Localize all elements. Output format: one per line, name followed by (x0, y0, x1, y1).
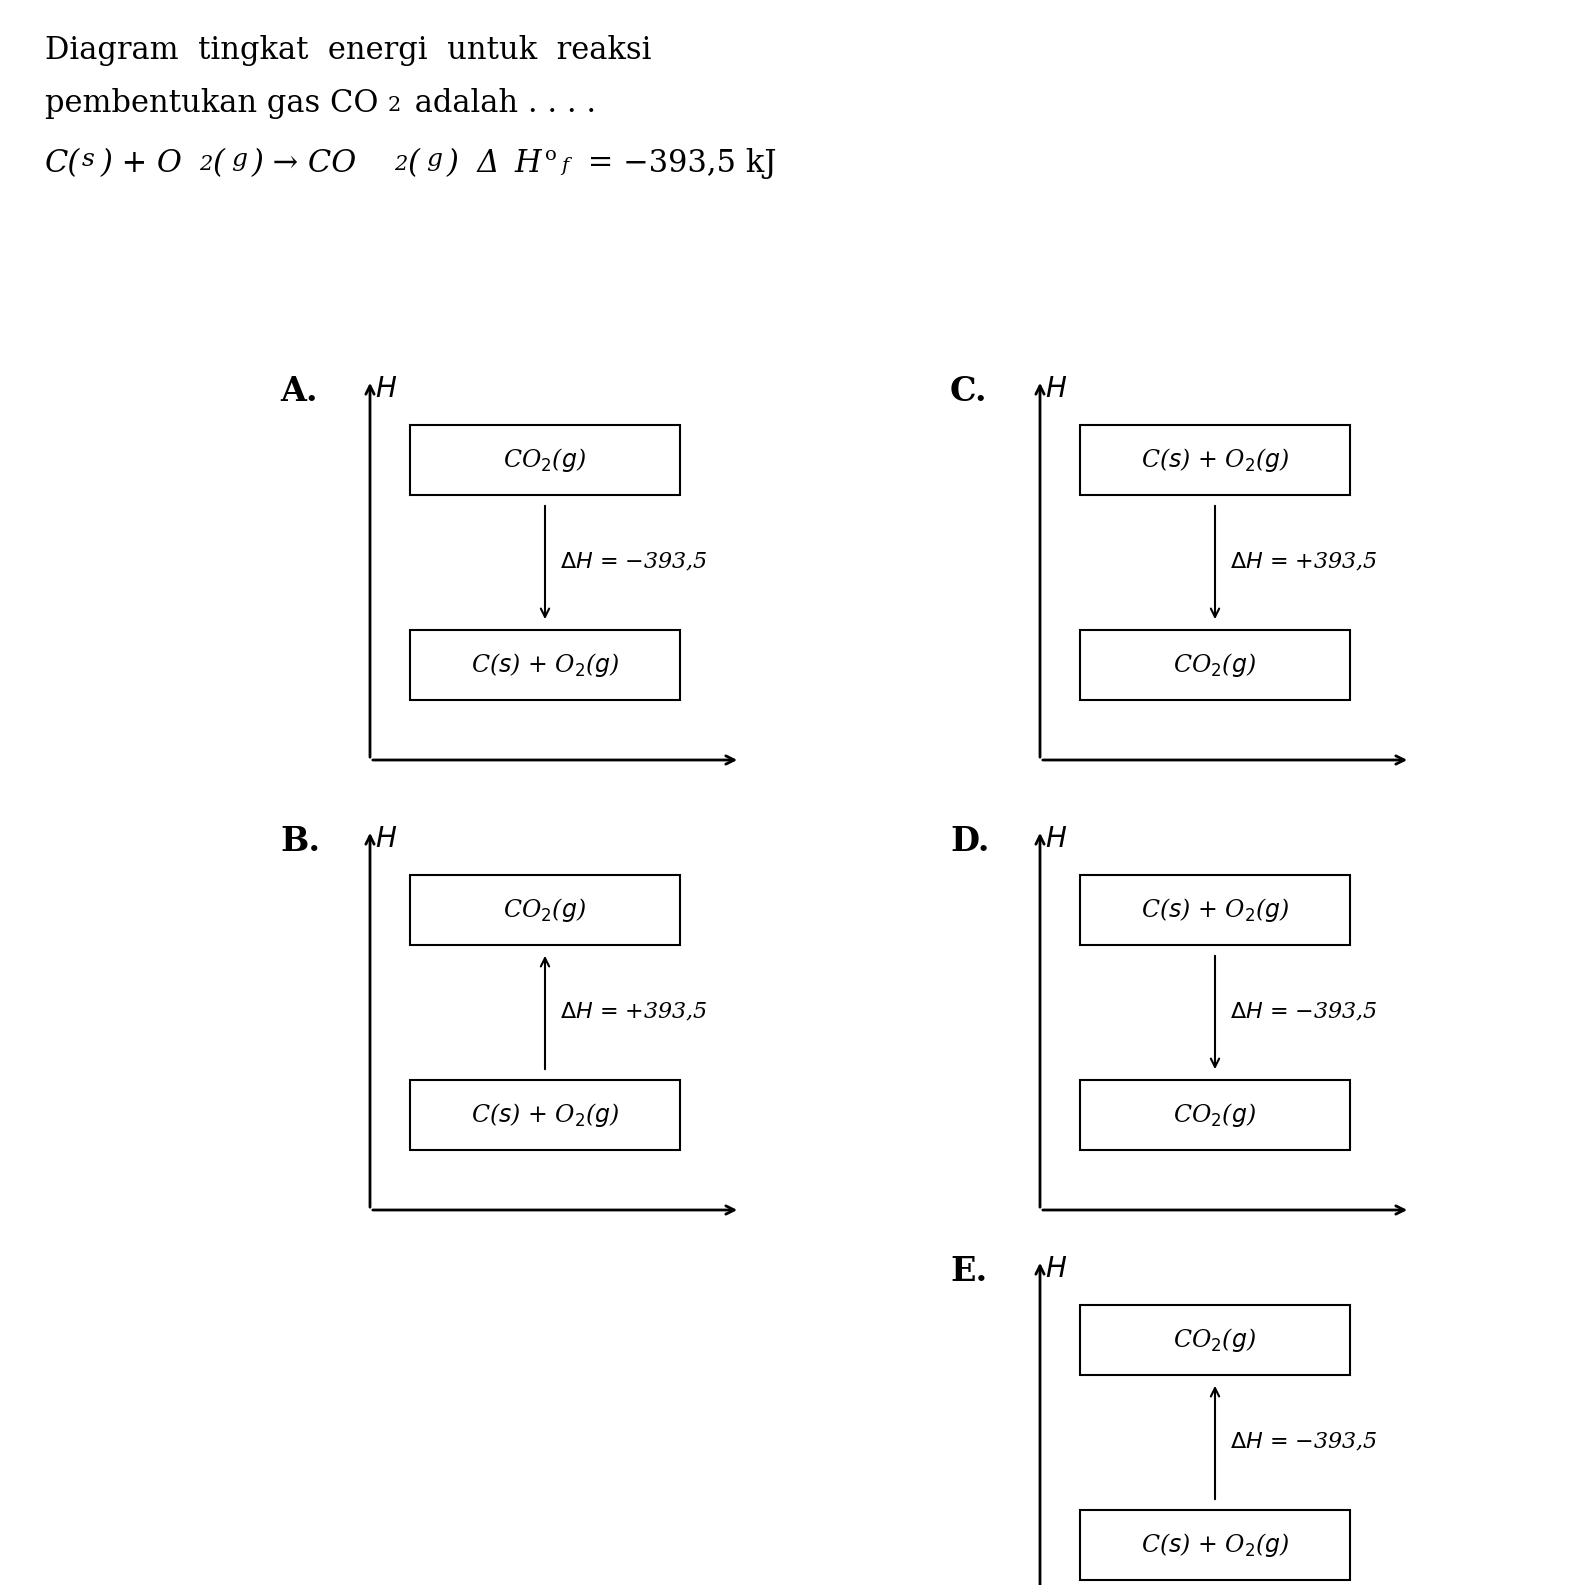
Text: $H$: $H$ (375, 826, 397, 853)
Bar (410, 875, 680, 945)
Text: H: H (513, 147, 540, 179)
Text: CO$_2$($g$): CO$_2$($g$) (1173, 651, 1257, 678)
Text: (: ( (213, 147, 225, 179)
Text: adalah . . . .: adalah . . . . (405, 89, 595, 119)
Bar (1080, 1079, 1350, 1151)
Text: C($s$) + O$_2$($g$): C($s$) + O$_2$($g$) (471, 1102, 619, 1129)
Text: CO$_2$($g$): CO$_2$($g$) (1173, 1327, 1257, 1354)
Text: C.: C. (950, 376, 988, 407)
Text: ) → CO: ) → CO (252, 147, 358, 179)
Text: $\Delta H$ = −393,5: $\Delta H$ = −393,5 (561, 552, 707, 574)
Text: C($s$) + O$_2$($g$): C($s$) + O$_2$($g$) (1140, 1531, 1290, 1560)
Text: (: ( (408, 147, 421, 179)
Text: B.: B. (280, 826, 320, 857)
Text: pembentukan gas CO: pembentukan gas CO (46, 89, 378, 119)
Bar (410, 425, 680, 495)
Text: Diagram  tingkat  energi  untuk  reaksi: Diagram tingkat energi untuk reaksi (46, 35, 652, 67)
Text: ) + O: ) + O (101, 147, 183, 179)
Text: C(: C( (46, 147, 80, 179)
Text: g: g (425, 147, 443, 171)
Text: $H$: $H$ (375, 376, 397, 403)
Text: $\Delta H$ = −393,5: $\Delta H$ = −393,5 (1230, 1002, 1378, 1024)
Text: f: f (561, 157, 569, 174)
Text: C($s$) + O$_2$($g$): C($s$) + O$_2$($g$) (471, 651, 619, 678)
Text: $\Delta H$ = −393,5: $\Delta H$ = −393,5 (1230, 1431, 1378, 1453)
Text: $H$: $H$ (1044, 826, 1068, 853)
Text: )  Δ: ) Δ (447, 147, 501, 179)
Text: A.: A. (280, 376, 318, 407)
Bar (1080, 875, 1350, 945)
Bar (1080, 629, 1350, 701)
Text: C($s$) + O$_2$($g$): C($s$) + O$_2$($g$) (1140, 445, 1290, 474)
Bar (410, 629, 680, 701)
Bar (1080, 1304, 1350, 1376)
Text: $H$: $H$ (1044, 376, 1068, 403)
Text: $H$: $H$ (1044, 1255, 1068, 1282)
Text: D.: D. (950, 826, 989, 857)
Bar (1080, 425, 1350, 495)
Text: E.: E. (950, 1255, 988, 1289)
Text: 2: 2 (387, 97, 402, 116)
Text: $\Delta H$ = +393,5: $\Delta H$ = +393,5 (561, 1002, 707, 1024)
Text: = −393,5 kJ: = −393,5 kJ (578, 147, 776, 179)
Text: C($s$) + O$_2$($g$): C($s$) + O$_2$($g$) (1140, 896, 1290, 924)
Text: 2: 2 (394, 155, 408, 174)
Text: g: g (232, 147, 247, 171)
Bar (410, 1079, 680, 1151)
Bar (1080, 1511, 1350, 1580)
Text: CO$_2$($g$): CO$_2$($g$) (1173, 1102, 1257, 1129)
Text: 2: 2 (198, 155, 213, 174)
Text: s: s (82, 147, 94, 171)
Text: o: o (545, 146, 556, 163)
Text: CO$_2$($g$): CO$_2$($g$) (504, 445, 586, 474)
Text: $\Delta H$ = +393,5: $\Delta H$ = +393,5 (1230, 552, 1378, 574)
Text: CO$_2$($g$): CO$_2$($g$) (504, 896, 586, 924)
